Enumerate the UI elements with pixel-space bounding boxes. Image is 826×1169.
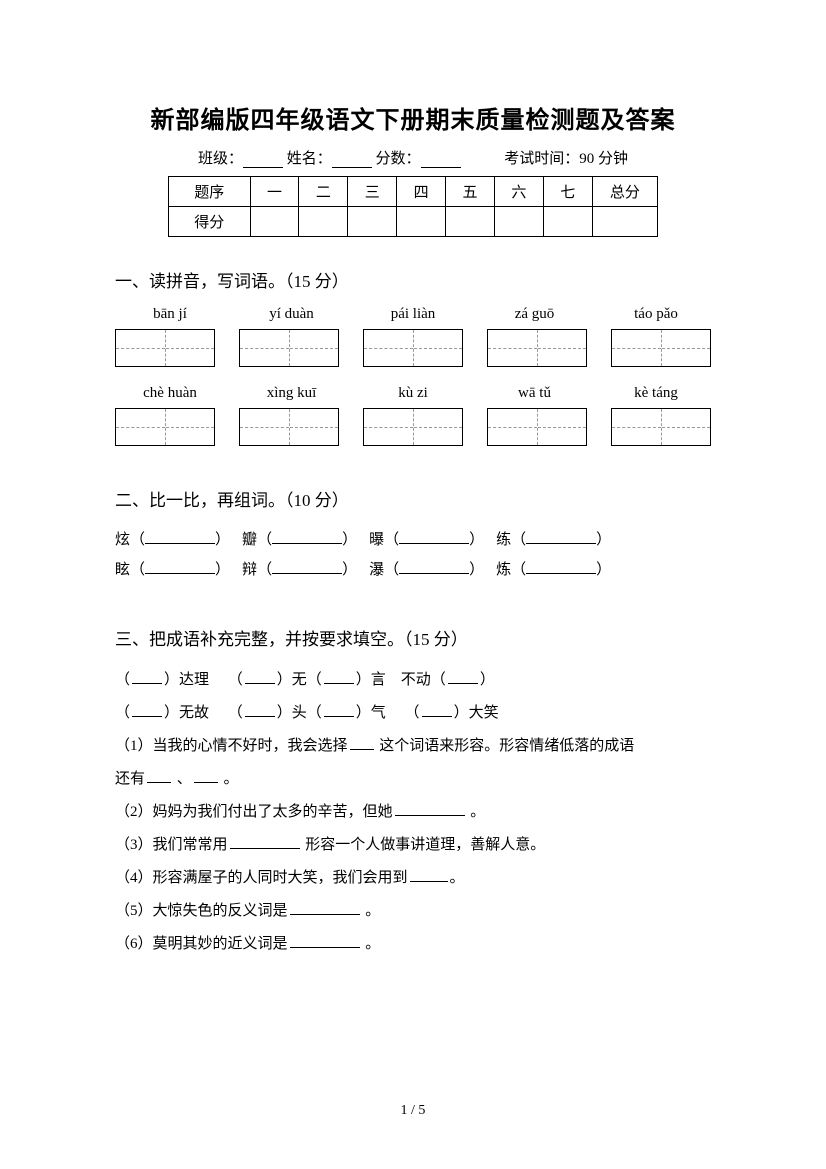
q2-char: 曝 — [369, 525, 384, 555]
q3-blank — [132, 702, 162, 717]
q3-blank — [448, 669, 478, 684]
pinyin: bān jí — [120, 306, 220, 323]
pinyin: pái liàn — [363, 306, 463, 323]
q3-item-3: （3）我们常常用 形容一个人做事讲道理，善解人意。 — [115, 829, 711, 862]
time-label: 考试时间：90 分钟 — [504, 151, 628, 167]
q2-blank — [526, 529, 596, 544]
q3-blank — [410, 867, 448, 882]
pinyin: yí duàn — [242, 306, 342, 323]
q3-blank — [324, 702, 354, 717]
q3-blank — [245, 702, 275, 717]
section1-heading: 一、读拼音，写词语。（15 分） — [115, 267, 711, 292]
class-blank — [243, 153, 283, 168]
q3-blank — [350, 735, 374, 750]
q3-blank — [290, 933, 360, 948]
pinyin: kè táng — [606, 385, 706, 402]
q3-idioms-2: （）无故 （）头（）气 （）大笑 — [115, 697, 711, 730]
q3-blank — [395, 801, 465, 816]
char-box — [115, 408, 215, 446]
q3-blank — [194, 768, 218, 783]
q3-blank — [147, 768, 171, 783]
section3-heading: 三、把成语补充完整，并按要求填空。（15 分） — [115, 625, 711, 650]
score-table-header: 题序 — [169, 177, 251, 207]
char-box — [363, 408, 463, 446]
page-number: 1 / 5 — [0, 1103, 826, 1119]
q3-item-5: （5）大惊失色的反义词是 。 — [115, 895, 711, 928]
q2-blank — [399, 559, 469, 574]
q2-char: 炼 — [496, 555, 511, 585]
class-label: 班级： — [198, 151, 243, 167]
pinyin: kù zi — [363, 385, 463, 402]
q2-char: 辩 — [242, 555, 257, 585]
q3-item-1a: （1）当我的心情不好时，我会选择 这个词语来形容。形容情绪低落的成语 — [115, 730, 711, 763]
q2-blank — [145, 529, 215, 544]
score-label: 分数： — [376, 151, 421, 167]
q2-row-1: 炫（） 瓣（） 曝（） 练（） — [115, 525, 711, 555]
score-cell — [592, 207, 657, 237]
char-box — [487, 329, 587, 367]
score-cell — [348, 207, 397, 237]
q3-blank — [132, 669, 162, 684]
score-blank — [421, 153, 461, 168]
q3-blank — [422, 702, 452, 717]
score-cell — [250, 207, 299, 237]
score-col: 一 — [250, 177, 299, 207]
q3-blank — [324, 669, 354, 684]
pinyin: zá guō — [485, 306, 585, 323]
info-line: 班级： 姓名： 分数： 考试时间：90 分钟 — [115, 147, 711, 168]
char-box — [611, 408, 711, 446]
q2-blank — [272, 559, 342, 574]
page-title: 新部编版四年级语文下册期末质量检测题及答案 — [115, 100, 711, 135]
section2-heading: 二、比一比，再组词。（10 分） — [115, 486, 711, 511]
q2-char: 瀑 — [369, 555, 384, 585]
score-total: 总分 — [592, 177, 657, 207]
q2-blank — [399, 529, 469, 544]
char-box — [239, 408, 339, 446]
pinyin-row-1: bān jí yí duàn pái liàn zá guō táo pǎo — [115, 306, 711, 323]
char-box — [239, 329, 339, 367]
name-label: 姓名： — [287, 151, 332, 167]
q2-blank — [526, 559, 596, 574]
pinyin: xìng kuī — [242, 385, 342, 402]
char-box — [611, 329, 711, 367]
q2-char: 炫 — [115, 525, 130, 555]
q3-idioms-1: （）达理 （）无（）言 不动（） — [115, 664, 711, 697]
q3-blank — [245, 669, 275, 684]
q2-char: 练 — [496, 525, 511, 555]
q3-blank — [230, 834, 300, 849]
score-row-label: 得分 — [169, 207, 251, 237]
score-cell — [494, 207, 543, 237]
score-col: 五 — [446, 177, 495, 207]
score-col: 六 — [494, 177, 543, 207]
q2-row-2: 眩（） 辩（） 瀑（） 炼（） — [115, 555, 711, 585]
score-cell — [397, 207, 446, 237]
box-row-1 — [115, 329, 711, 367]
q2-blank — [272, 529, 342, 544]
q3-item-6: （6）莫明其妙的近义词是 。 — [115, 928, 711, 961]
char-box — [363, 329, 463, 367]
q3-item-4: （4）形容满屋子的人同时大笑，我们会用到。 — [115, 862, 711, 895]
score-cell — [543, 207, 592, 237]
box-row-2 — [115, 408, 711, 446]
score-table: 题序 一 二 三 四 五 六 七 总分 得分 — [168, 176, 658, 237]
name-blank — [332, 153, 372, 168]
pinyin: wā tǔ — [485, 385, 585, 402]
char-box — [487, 408, 587, 446]
q3-item-1b: 还有 、 。 — [115, 763, 711, 796]
score-col: 四 — [397, 177, 446, 207]
score-col: 二 — [299, 177, 348, 207]
score-col: 七 — [543, 177, 592, 207]
pinyin: chè huàn — [120, 385, 220, 402]
q2-char: 眩 — [115, 555, 130, 585]
q2-char: 瓣 — [242, 525, 257, 555]
score-cell — [299, 207, 348, 237]
q2-blank — [145, 559, 215, 574]
char-box — [115, 329, 215, 367]
score-cell — [446, 207, 495, 237]
pinyin: táo pǎo — [606, 306, 706, 323]
q3-blank — [290, 900, 360, 915]
q3-item-2: （2）妈妈为我们付出了太多的辛苦，但她 。 — [115, 796, 711, 829]
score-col: 三 — [348, 177, 397, 207]
pinyin-row-2: chè huàn xìng kuī kù zi wā tǔ kè táng — [115, 385, 711, 402]
